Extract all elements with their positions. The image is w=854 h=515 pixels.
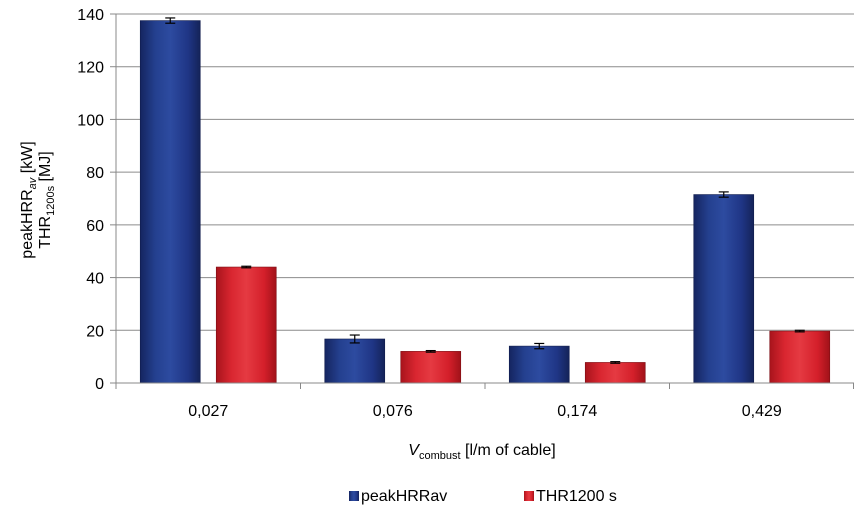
svg-text:peakHRRav [kW]: peakHRRav [kW] [19, 141, 39, 258]
error-bar [425, 349, 436, 353]
bars [139, 20, 831, 384]
x-axis-title: Vcombust [l/m of cable] [408, 442, 555, 462]
y-tick-label: 60 [86, 218, 104, 235]
x-tick-label: 0,076 [373, 403, 413, 420]
legend-swatch-thr1200s [524, 491, 534, 501]
x-tick-labels: 0,027 0,076 0,174 0,429 [188, 403, 782, 420]
y-tick-label: 80 [86, 165, 104, 182]
bar-peakhrrav-3 [693, 194, 755, 384]
x-axis-title-main: V [408, 442, 420, 459]
y-axis-title-line1-main: peakHRR [19, 189, 36, 258]
legend-label-peakhrrav: peakHRRav [361, 488, 447, 505]
y-axis-title-line1-sub: av [27, 176, 39, 189]
y-axis-title: peakHRRav [kW] THR1200s [MJ] [19, 141, 57, 258]
bar-thr1200s-0 [215, 266, 277, 384]
legend: peakHRRav THR1200 s [349, 488, 617, 505]
error-bar [794, 329, 805, 333]
error-bar [165, 17, 176, 24]
bar-thr1200s-3 [769, 330, 831, 384]
y-tick-labels: 0 20 40 60 80 100 120 140 [77, 7, 104, 393]
y-axis-title-line2-rest: [MJ] [37, 151, 54, 186]
error-bars [165, 17, 805, 364]
y-tick-label: 20 [86, 323, 104, 340]
x-axis-title-sub: combust [419, 450, 461, 462]
x-axis-title-rest: [l/m of cable] [461, 442, 556, 459]
x-tick-label: 0,429 [742, 403, 782, 420]
y-tick-label: 40 [86, 271, 104, 288]
legend-label-thr1200s: THR1200 s [536, 488, 617, 505]
bar-thr1200s-2 [584, 362, 646, 384]
y-tick-label: 0 [95, 376, 104, 393]
error-bar [534, 342, 545, 350]
bar-peakhrrav-0 [139, 20, 201, 384]
y-axis-title-line2-main: THR [37, 216, 54, 249]
x-tick-label: 0,027 [188, 403, 228, 420]
y-tick-label: 120 [77, 60, 104, 77]
svg-text:THR1200s [MJ]: THR1200s [MJ] [37, 151, 57, 249]
bar-thr1200s-1 [400, 351, 462, 384]
bar-peakhrrav-1 [324, 338, 386, 384]
axes [110, 13, 854, 389]
legend-swatch-peakhrrav [349, 491, 359, 501]
y-tick-label: 140 [77, 7, 104, 24]
error-bar [349, 334, 360, 344]
error-bar [241, 265, 252, 269]
y-axis-title-line1-rest: [kW] [19, 141, 36, 177]
x-tick-label: 0,174 [557, 403, 597, 420]
error-bar [610, 361, 621, 364]
error-bar [718, 191, 729, 198]
y-tick-label: 100 [77, 112, 104, 129]
bar-peakhrrav-2 [508, 345, 570, 384]
y-axis-title-line2-sub: 1200s [45, 185, 57, 215]
